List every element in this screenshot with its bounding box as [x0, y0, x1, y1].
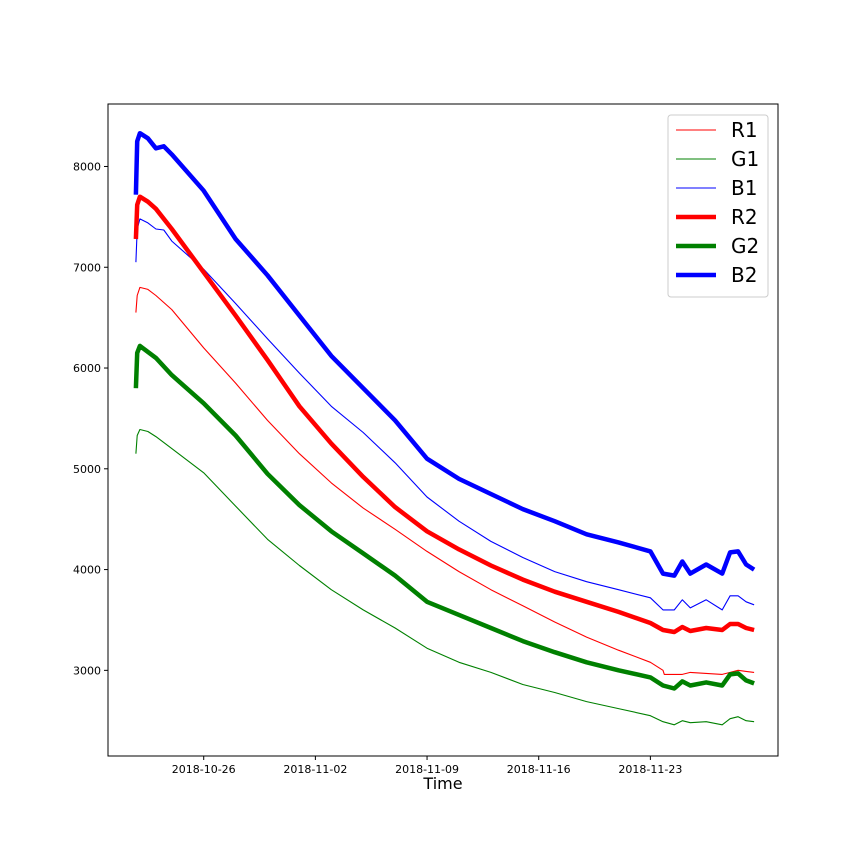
x-tick-label: 2018-11-02	[283, 763, 347, 776]
legend-label-r2: R2	[731, 205, 758, 229]
legend-label-b1: B1	[731, 176, 757, 200]
legend-box	[667, 114, 769, 298]
legend-label-g1: G1	[731, 147, 759, 171]
y-tick-label: 7000	[73, 261, 101, 274]
x-axis: 2018-10-26 2018-11-02 2018-11-09 2018-11-16…	[172, 756, 682, 776]
series-line-r2	[133, 194, 755, 635]
y-tick-label: 4000	[73, 564, 101, 577]
series-line-g1	[135, 428, 755, 726]
legend-label-r1: R1	[731, 118, 758, 142]
legend-label-g2: G2	[731, 234, 759, 258]
x-axis-title: Time	[422, 774, 462, 793]
y-tick-label: 8000	[73, 160, 101, 173]
legend: R1 G1 B1 R2 G2 B2	[667, 114, 769, 298]
x-tick-label: 2018-11-09	[395, 763, 459, 776]
y-tick-label: 6000	[73, 362, 101, 375]
x-tick-label: 2018-11-23	[618, 763, 682, 776]
series-line-r1	[135, 286, 755, 675]
plot-frame	[107, 103, 779, 757]
legend-label-b2: B2	[731, 263, 757, 287]
y-tick-label: 5000	[73, 463, 101, 476]
x-tick-label: 2018-11-16	[507, 763, 571, 776]
series-line-g2	[133, 343, 755, 691]
series-layer	[133, 130, 756, 726]
series-line-b1	[135, 218, 755, 611]
y-tick-label: 3000	[73, 664, 101, 677]
series-line-b2	[133, 130, 756, 578]
x-tick-label: 2018-10-26	[172, 763, 236, 776]
y-axis: 3000 4000 5000 6000 7000 8000	[73, 160, 108, 677]
